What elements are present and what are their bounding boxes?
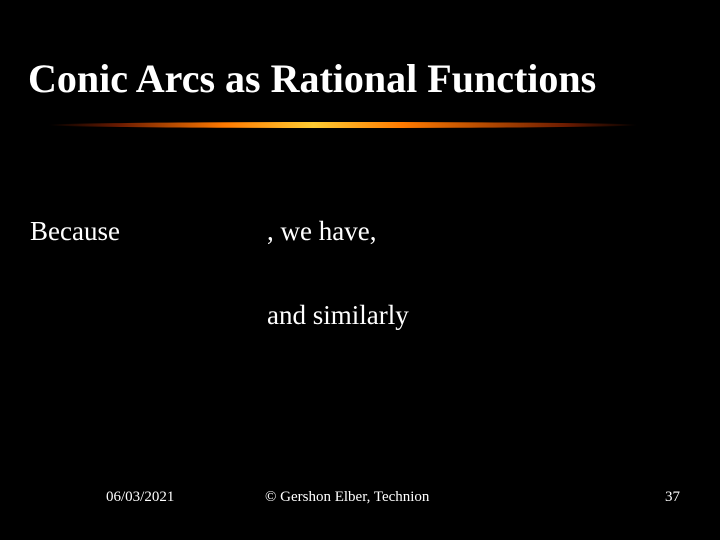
body-wehave: , we have, [267,216,376,247]
slide-container: Conic Arcs as Rational Functions Because… [0,0,720,540]
body-because: Because [30,216,120,247]
body-similarly: and similarly [267,300,409,331]
title-underline [48,115,638,121]
slide-title: Conic Arcs as Rational Functions [28,55,596,102]
footer-page-number: 37 [665,489,680,506]
footer-copyright: © Gershon Elber, Technion [265,489,429,506]
footer-date: 06/03/2021 [106,489,174,506]
